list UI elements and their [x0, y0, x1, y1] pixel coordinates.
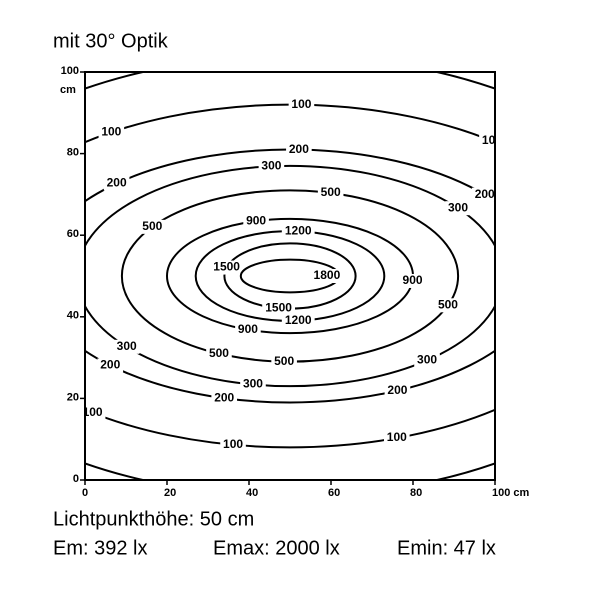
y-tick-label: 0 [73, 473, 79, 485]
contour-label: 1500 [213, 260, 240, 274]
contour-label: 100 [387, 430, 407, 444]
y-tick-label: 20 [67, 391, 79, 403]
x-tick-label: 60 [328, 487, 340, 499]
contour-label: 1200 [285, 223, 312, 237]
contour-label: 200 [387, 383, 407, 397]
label-background [384, 383, 411, 398]
label-background [139, 219, 166, 234]
contour-label: 1500 [265, 300, 292, 314]
chart-title: mit 30° Optik [53, 30, 169, 52]
contour-label: 300 [117, 339, 137, 353]
label-background [85, 405, 106, 420]
x-tick-label: 40 [246, 487, 258, 499]
note: Em: 392 lx [53, 537, 147, 559]
plot-frame [84, 71, 496, 481]
contour-label: 100 [482, 133, 502, 147]
y-tick-label: 100 [61, 65, 79, 77]
label-background [435, 298, 461, 313]
note: Emax: 2000 lx [213, 537, 340, 559]
contour-label: 200 [289, 142, 309, 156]
label-background [220, 437, 246, 452]
contour-label: 300 [243, 377, 263, 391]
contour-label: 900 [246, 213, 266, 227]
contour-label: 1200 [285, 313, 312, 327]
contour-label: 300 [417, 353, 437, 367]
label-background [98, 125, 125, 140]
contour-label: 100 [101, 124, 121, 138]
x-tick-label: 80 [410, 487, 422, 499]
y-tick-label: 40 [67, 310, 79, 322]
x-tick-label: 20 [164, 487, 176, 499]
contour-label: 500 [274, 354, 294, 368]
note: Lichtpunkthöhe: 50 cm [53, 508, 254, 530]
contour-label: 500 [321, 185, 341, 199]
contour-label: 500 [438, 297, 458, 311]
contour-label: 200 [214, 390, 234, 404]
label-background [271, 354, 297, 369]
label-background [414, 353, 440, 368]
label-background [97, 358, 124, 373]
x-tick-label: 0 [82, 487, 88, 499]
label-background [479, 133, 495, 148]
label-background [317, 185, 344, 200]
label-background [288, 97, 315, 112]
label-background [281, 313, 315, 328]
contour-label: 100 [291, 97, 311, 111]
contour-label: 200 [475, 187, 495, 201]
label-background [281, 224, 315, 239]
label-background [399, 273, 426, 288]
label-background [383, 431, 410, 446]
label-background [286, 142, 312, 157]
label-background [210, 260, 244, 275]
contour-label: 900 [238, 322, 258, 336]
contour-label: 200 [100, 358, 120, 372]
contour-label: 100 [223, 437, 243, 451]
label-background [262, 301, 296, 316]
y-tick-label: 80 [67, 147, 79, 159]
contour-label: 500 [209, 346, 229, 360]
label-background [258, 159, 285, 174]
label-background [211, 391, 238, 406]
note: Emin: 47 lx [397, 537, 496, 559]
contour-area: 100 100 100 100 100 100 200 200 200 200 200 200 300 3… [83, 72, 502, 480]
label-background [206, 346, 232, 361]
label-background [471, 187, 495, 202]
label-background [240, 377, 266, 392]
x-tick-label: 100 cm [492, 487, 530, 499]
label-background [235, 322, 261, 337]
y-tick-label: 60 [67, 228, 79, 240]
contour-label: 100 [83, 405, 103, 419]
contour-label: 900 [403, 273, 423, 287]
y-axis-unit: cm [60, 84, 76, 96]
label-background [243, 214, 269, 229]
contour-label: 300 [261, 158, 281, 172]
label-background [310, 269, 344, 283]
contour-line [85, 164, 495, 388]
contour-label: 300 [448, 200, 468, 214]
contour-label: 200 [107, 176, 127, 190]
label-background [103, 176, 130, 191]
label-background [113, 339, 140, 354]
contour-label: 1800 [314, 268, 341, 282]
contour-label: 500 [142, 219, 162, 233]
label-background [445, 201, 471, 216]
